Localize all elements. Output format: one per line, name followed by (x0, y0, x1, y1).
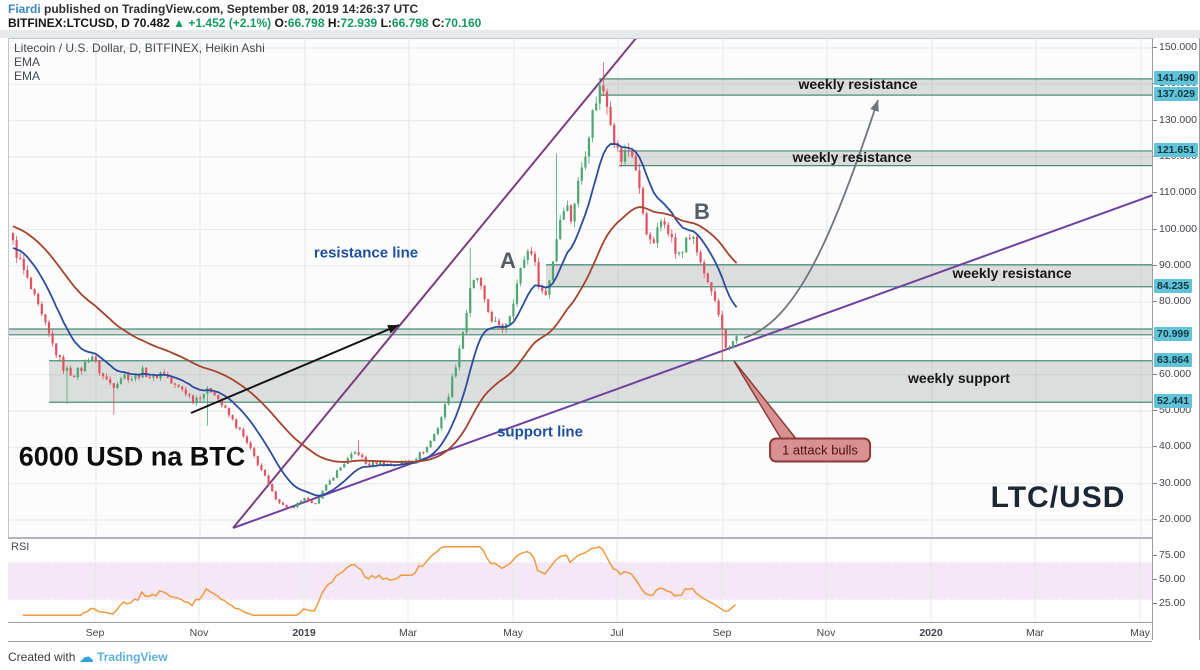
tradingview-brand[interactable]: TradingView (97, 650, 168, 664)
time-axis-label[interactable]: Mar (398, 627, 418, 639)
price-axis-label: 130.000 (1159, 113, 1197, 126)
price-level-label[interactable]: 63.864 (1154, 352, 1193, 367)
close-label: C: (431, 16, 445, 30)
legend-title[interactable]: Litecoin / U.S. Dollar, D, BITFINEX, Hei… (14, 41, 265, 55)
rsi-axis-label: 50.00 (1159, 573, 1186, 585)
time-axis-label[interactable]: Nov (816, 627, 836, 639)
price-tick (1153, 373, 1157, 375)
price-tick (1153, 228, 1157, 230)
time-axis-label[interactable]: Nov (189, 627, 209, 639)
price-level-label[interactable]: 52.441 (1154, 394, 1193, 409)
price-level-label[interactable]: 137.029 (1154, 87, 1198, 102)
time-axis-label[interactable]: May (503, 627, 523, 639)
price-axis-label: 100.000 (1159, 222, 1197, 235)
low-value: 66.798 (391, 16, 429, 30)
legend-ema1[interactable]: EMA (14, 55, 41, 69)
open-value: 66.798 (287, 16, 325, 30)
time-axis-label[interactable]: Mar (1025, 627, 1045, 639)
change-text: ▲ +1.452 (+2.1%) (173, 16, 272, 30)
price-axis-label: 150.000 (1159, 41, 1197, 53)
open-label: O: (274, 16, 288, 30)
low-label: L: (380, 16, 392, 30)
price-level-label[interactable]: 141.490 (1154, 70, 1198, 85)
chart-legend[interactable]: Litecoin / U.S. Dollar, D, BITFINEX, Hei… (14, 41, 265, 83)
price-tick (1153, 301, 1157, 303)
time-axis-label[interactable]: Jul (610, 627, 624, 639)
rsi-indicator-label[interactable]: RSI (11, 541, 30, 553)
rsi-tick (1153, 602, 1157, 604)
time-axis-label[interactable]: 2019 (292, 627, 316, 639)
ohlc-line: BITFINEX:LTCUSD, D 70.482 ▲ +1.452 (+2.1… (8, 16, 481, 30)
rsi-tick (1153, 555, 1157, 557)
created-with-text: Created with (8, 650, 76, 664)
weekly-resistance-2[interactable]: weekly resistance (792, 149, 912, 165)
wave-a-label[interactable]: A (500, 248, 516, 273)
rsi-canvas[interactable] (8, 539, 1152, 624)
high-label: H: (327, 16, 341, 30)
close-value: 70.160 (444, 16, 482, 30)
rsi-axis-label: 25.00 (1159, 596, 1186, 609)
resistance-line-label[interactable]: resistance line (313, 244, 419, 262)
time-axis-label[interactable]: Sep (85, 627, 105, 639)
btc-note[interactable]: 6000 USD na BTC (18, 441, 246, 472)
publish-line: Fiardi published on TradingView.com, Sep… (8, 2, 418, 16)
price-level-label[interactable]: 121.651 (1154, 142, 1198, 157)
time-axis[interactable]: Sep Nov 2019 Mar May Jul Sep Nov 2020 Mar May (8, 622, 1152, 642)
price-tick (1153, 264, 1157, 266)
price-axis-label: 90.000 (1159, 258, 1192, 271)
footer-credit: Created with ☁ TradingView (8, 648, 168, 666)
price-tick (1153, 410, 1157, 412)
rsi-pane[interactable] (8, 537, 1152, 624)
price-axis-label: 40.000 (1159, 440, 1192, 453)
publish-text: published on TradingView.com, September … (40, 2, 419, 16)
support-line-label[interactable]: support line (497, 423, 583, 441)
price-axis-label: 30.000 (1159, 476, 1192, 489)
author-name: Fiardi (8, 2, 41, 16)
rsi-tick (1153, 579, 1157, 580)
pair-watermark[interactable]: LTC/USD (990, 481, 1126, 514)
price-tick (1153, 119, 1157, 121)
price-tick (1153, 192, 1157, 194)
price-level-label[interactable]: 70.999 (1154, 326, 1193, 341)
price-axis-label: 80.000 (1159, 295, 1192, 308)
price-chart-canvas[interactable] (9, 39, 1153, 537)
price-axis-label: 20.000 (1159, 513, 1192, 525)
price-axis-label: 60.000 (1159, 367, 1192, 380)
wave-b-label[interactable]: B (694, 199, 710, 224)
symbol-text[interactable]: BITFINEX:LTCUSD, D (8, 16, 130, 30)
price-tick (1153, 446, 1157, 448)
price-tick (1153, 47, 1157, 48)
price-tick (1153, 482, 1157, 484)
legend-ema2[interactable]: EMA (14, 69, 41, 83)
price-level-label[interactable]: 84.235 (1154, 278, 1193, 293)
high-value: 72.939 (340, 16, 378, 30)
rsi-axis-label: 75.00 (1159, 549, 1186, 562)
time-axis-label[interactable]: May (1130, 627, 1150, 639)
weekly-resistance-3[interactable]: weekly resistance (952, 265, 1072, 281)
weekly-resistance-1[interactable]: weekly resistance (798, 76, 918, 92)
time-axis-label[interactable]: Sep (712, 627, 732, 639)
main-price-pane[interactable] (8, 38, 1153, 537)
price-axis-label: 110.000 (1159, 186, 1197, 199)
weekly-support-label[interactable]: weekly support (908, 370, 1010, 386)
price-axis[interactable]: 150.000140.000130.000120.000110.000100.0… (1152, 38, 1200, 640)
tradingview-cloud-icon: ☁ (78, 649, 94, 666)
toolbar-strip (0, 30, 1200, 38)
time-axis-label[interactable]: 2020 (919, 627, 943, 639)
price-tick (1153, 519, 1157, 520)
attack-bulls-callout[interactable]: 1 attack bulls (769, 437, 871, 463)
last-price: 70.482 (133, 16, 170, 30)
